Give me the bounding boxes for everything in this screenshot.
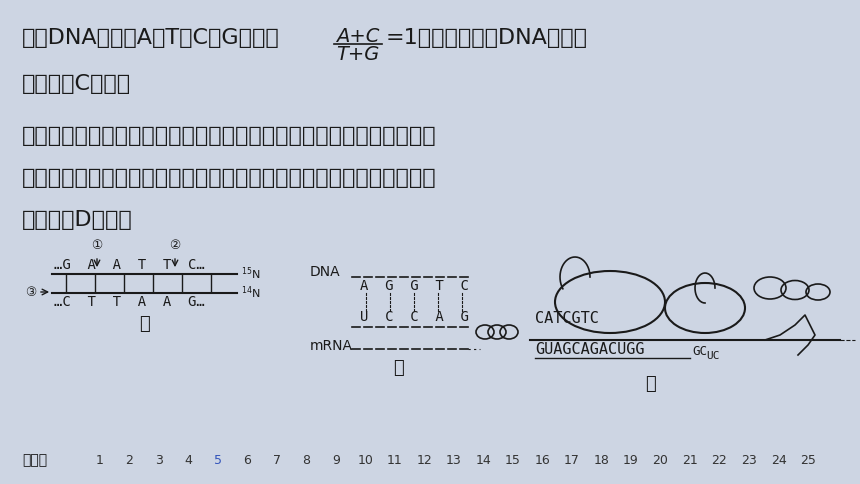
Text: 19: 19 — [624, 454, 639, 467]
Text: …G  A  A  T  T  C…: …G A A T T C… — [54, 258, 205, 272]
Text: 20: 20 — [653, 454, 668, 467]
Text: DNA: DNA — [310, 265, 341, 279]
Text: GC: GC — [692, 345, 707, 358]
Text: 4: 4 — [185, 454, 193, 467]
Text: 17: 17 — [564, 454, 580, 467]
Text: 16: 16 — [535, 454, 550, 467]
Text: 1: 1 — [96, 454, 104, 467]
Text: …C  T  T  A  A  G…: …C T T A A G… — [54, 295, 205, 309]
Text: A  G  G  T  C: A G G T C — [360, 279, 469, 293]
Text: 14: 14 — [476, 454, 491, 467]
Text: 7: 7 — [273, 454, 281, 467]
Text: GUAGCAGACUGG: GUAGCAGACUGG — [535, 342, 644, 357]
Text: UC: UC — [706, 351, 720, 361]
Text: 双链DNA分子中A＝T、C＝G，所以: 双链DNA分子中A＝T、C＝G，所以 — [22, 28, 280, 48]
Text: 22: 22 — [711, 454, 728, 467]
Text: 8: 8 — [303, 454, 310, 467]
Text: 乙: 乙 — [394, 359, 404, 377]
Text: 丙图中转录和翻译同时进行，说明该生物为原核生物，故可以表示细菌: 丙图中转录和翻译同时进行，说明该生物为原核生物，故可以表示细菌 — [22, 126, 437, 146]
Text: 10: 10 — [358, 454, 373, 467]
Text: 特异性，C错误；: 特异性，C错误； — [22, 74, 131, 94]
Text: $^{14}$N: $^{14}$N — [241, 285, 261, 302]
Text: 的转录和翻译，根尖细胞没有叶绿体，所以转录只能发生在细胞核和线: 的转录和翻译，根尖细胞没有叶绿体，所以转录只能发生在细胞核和线 — [22, 168, 437, 188]
Text: $^{15}$N: $^{15}$N — [241, 266, 261, 282]
Text: U  C  C  A  G: U C C A G — [360, 310, 469, 324]
Text: 23: 23 — [741, 454, 757, 467]
Text: CATCGTC: CATCGTC — [535, 311, 599, 326]
Text: ③: ③ — [25, 286, 36, 299]
Text: mRNA: mRNA — [310, 339, 353, 353]
Text: 18: 18 — [593, 454, 610, 467]
Text: 选择题: 选择题 — [22, 453, 47, 467]
Text: 25: 25 — [800, 454, 816, 467]
Text: 21: 21 — [682, 454, 697, 467]
Text: 24: 24 — [771, 454, 786, 467]
Text: 丙: 丙 — [645, 375, 655, 393]
Text: 15: 15 — [505, 454, 521, 467]
Text: 13: 13 — [446, 454, 462, 467]
Text: 甲: 甲 — [139, 315, 150, 333]
Text: ①: ① — [91, 239, 102, 252]
Text: 5: 5 — [214, 454, 222, 467]
Text: 11: 11 — [387, 454, 402, 467]
Text: 3: 3 — [155, 454, 163, 467]
Text: 6: 6 — [243, 454, 251, 467]
Text: 12: 12 — [416, 454, 433, 467]
Text: 2: 2 — [126, 454, 133, 467]
Text: 9: 9 — [332, 454, 340, 467]
Text: T+G: T+G — [336, 45, 379, 64]
Text: ②: ② — [169, 239, 181, 252]
Text: =1，不能表现出DNA分子的: =1，不能表现出DNA分子的 — [386, 28, 588, 48]
Text: 粒体中，D正确。: 粒体中，D正确。 — [22, 210, 132, 230]
Text: A+C: A+C — [336, 27, 379, 46]
